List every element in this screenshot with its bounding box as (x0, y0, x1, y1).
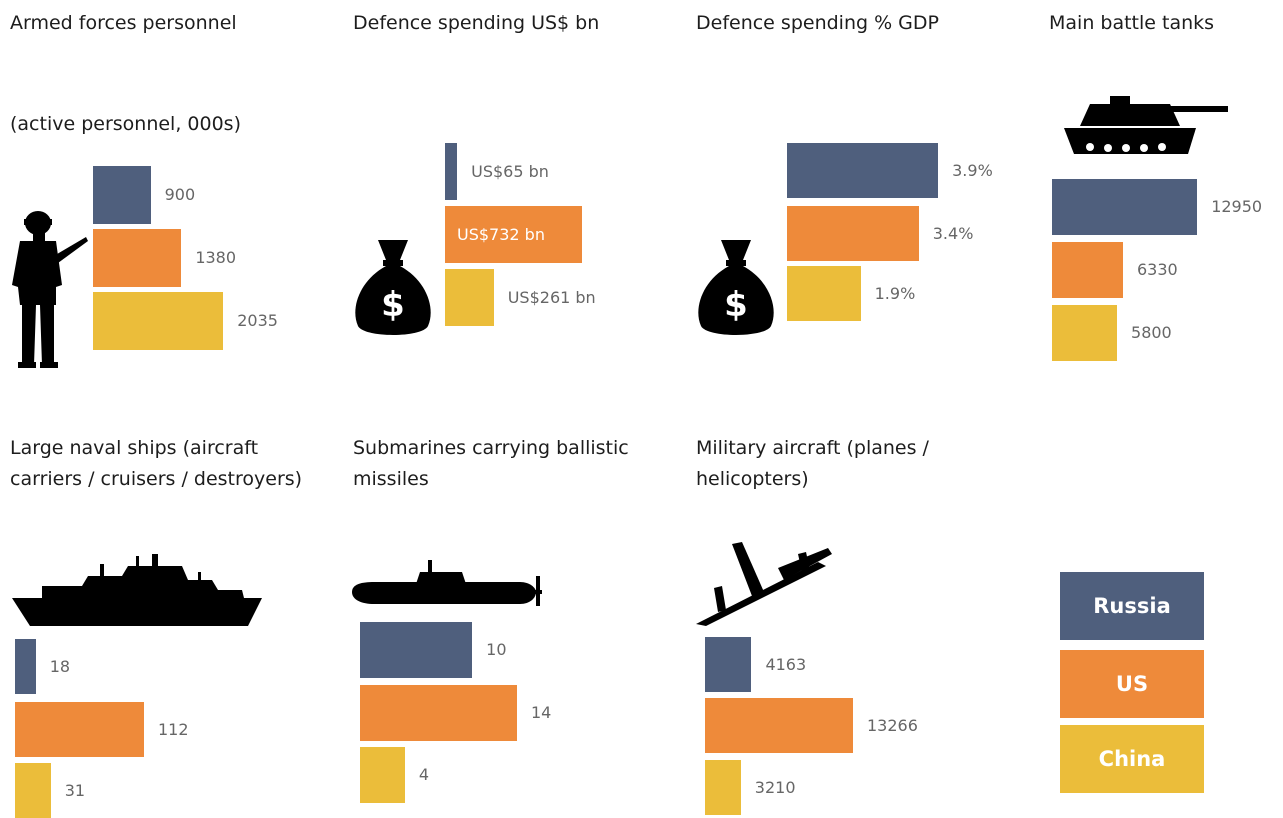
bar-label-2-us: 3.4% (932, 223, 974, 243)
bar-label-0-china: 2035 (237, 311, 278, 330)
bar-label-4-china: 31 (64, 780, 86, 800)
bar-label-3-russia: 12950 (1211, 197, 1263, 216)
submarine-icon (352, 560, 542, 606)
money-bag-icon: $ (698, 240, 774, 335)
chart-subtitle-personnel: (active personnel, 000s) (10, 113, 241, 135)
bar-0-russia (93, 166, 151, 224)
money-bag-icon: $ (355, 240, 431, 335)
legend-us: US (1060, 650, 1204, 718)
bar-label-4-russia: 18 (49, 656, 71, 676)
bar-label-2-china: 1.9% (874, 283, 916, 303)
bar-label-2-russia: 3.9% (952, 160, 993, 180)
bar-label-0-russia: 900 (164, 185, 196, 204)
bar-0-us (93, 229, 182, 287)
bar-5-china (360, 747, 405, 803)
legend-russia: Russia (1060, 572, 1204, 640)
aircraft-icon (696, 542, 832, 626)
soldier-icon (12, 211, 88, 368)
bar-5-us (360, 685, 517, 741)
bar-3-russia (1052, 179, 1198, 235)
bar-4-china (15, 763, 51, 818)
bar-label-3-us: 6330 (1136, 260, 1178, 279)
bar-2-us (787, 206, 919, 261)
bar-4-russia (15, 639, 36, 694)
bar-label-1-us: US$732 bn (457, 224, 545, 244)
chart-title-tanks: Main battle tanks (1049, 12, 1215, 34)
chart-title-submarines: Submarines carrying ballistic missiles (353, 437, 629, 490)
bar-label-6-russia: 4163 (765, 654, 807, 674)
bar-6-russia (705, 637, 752, 692)
bar-label-4-us: 112 (158, 719, 189, 739)
bar-1-russia (445, 143, 458, 200)
bar-3-china (1052, 305, 1118, 361)
chart-title-naval: Large naval ships (aircraft carriers / c… (10, 437, 303, 490)
chart-title-personnel: Armed forces personnel (10, 12, 237, 34)
legend-china: China (1060, 725, 1204, 793)
bar-2-china (787, 266, 861, 321)
bar-label-3-china: 5800 (1131, 323, 1172, 342)
bar-4-us (15, 702, 144, 757)
bar-label-5-us: 14 (531, 703, 552, 722)
bar-5-russia (360, 622, 473, 678)
tank-icon (1064, 96, 1228, 154)
bar-6-us (705, 698, 853, 753)
bar-label-1-russia: US$65 bn (471, 161, 549, 181)
svg-text:$: $ (381, 285, 405, 325)
bar-label-5-china: 4 (418, 765, 430, 784)
svg-text:$: $ (724, 285, 748, 325)
bar-3-us (1052, 242, 1123, 298)
bar-label-5-russia: 10 (486, 640, 507, 659)
chart-title-aircraft: Military aircraft (planes / helicopters) (696, 437, 929, 490)
warship-icon (12, 554, 262, 626)
chart-title-spending-usd: Defence spending US$ bn (353, 12, 600, 34)
bar-2-russia (787, 143, 939, 198)
chart-title-spending-gdp: Defence spending % GDP (696, 12, 939, 34)
bar-1-china (445, 269, 494, 326)
bar-label-1-china: US$261 bn (507, 287, 596, 307)
bar-label-0-us: 1380 (195, 248, 237, 267)
bar-0-china (93, 292, 224, 350)
bar-1-us (445, 206, 582, 263)
bar-label-6-china: 3210 (754, 777, 796, 797)
bar-6-china (705, 760, 741, 815)
bar-label-6-us: 13266 (867, 715, 918, 735)
